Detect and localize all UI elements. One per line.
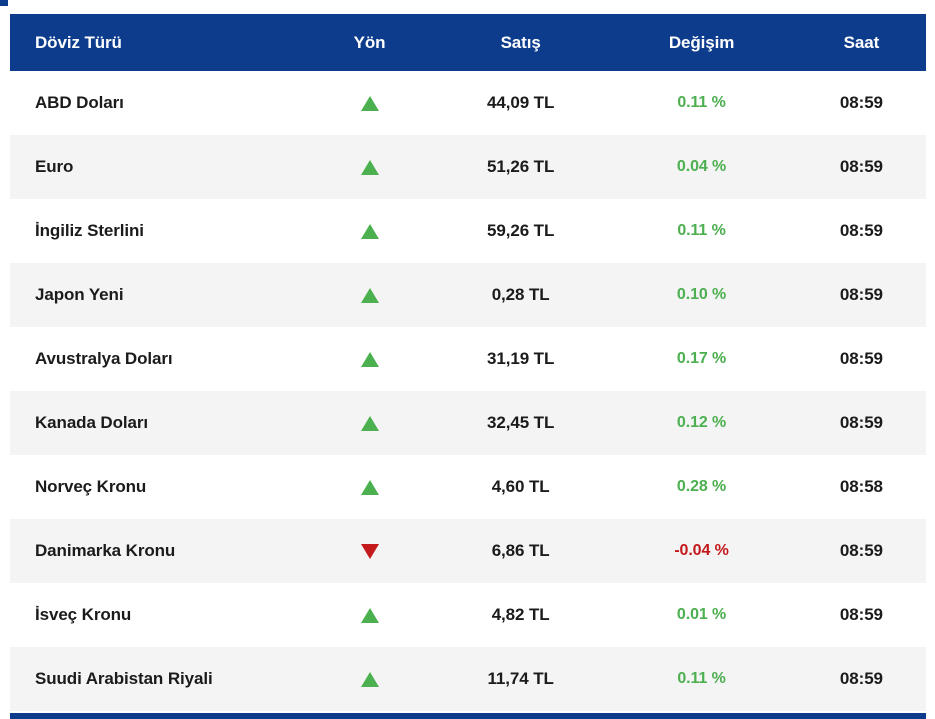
currency-name-cell: Euro [35, 157, 74, 176]
up-arrow-icon [360, 224, 379, 240]
direction-cell [294, 285, 445, 305]
table-row: İsveç Kronu 4,82 TL 0.01 % 08:59 [10, 583, 926, 647]
currency-rates-table: Döviz Türü Yön Satış Değişim Saat ABD Do… [10, 14, 926, 711]
currency-name-cell: Kanada Doları [35, 413, 149, 432]
direction-cell [294, 477, 445, 497]
direction-cell [294, 605, 445, 625]
table-header-row: Döviz Türü Yön Satış Değişim Saat [10, 14, 926, 71]
time-cell: 08:59 [839, 157, 883, 176]
time-cell: 08:59 [839, 669, 883, 688]
direction-cell [294, 669, 445, 689]
up-arrow-icon [360, 288, 379, 304]
time-cell: 08:59 [839, 349, 883, 368]
table-row: Norveç Kronu 4,60 TL 0.28 % 08:58 [10, 455, 926, 519]
up-arrow-icon [360, 480, 379, 496]
cropped-corner-accent [0, 0, 8, 6]
price-cell: 32,45 TL [487, 413, 555, 432]
price-cell: 51,26 TL [487, 157, 555, 176]
next-table-header-partial [10, 713, 926, 719]
currency-name-cell: Japon Yeni [35, 285, 124, 304]
change-cell: 0.11 % [677, 94, 726, 111]
down-arrow-icon [360, 544, 379, 560]
direction-cell [294, 93, 445, 113]
up-arrow-icon [360, 416, 379, 432]
time-cell: 08:59 [839, 413, 883, 432]
table-row: ABD Doları 44,09 TL 0.11 % 08:59 [10, 71, 926, 135]
price-cell: 44,09 TL [487, 93, 555, 112]
table-row: Suudi Arabistan Riyali 11,74 TL 0.11 % 0… [10, 647, 926, 711]
up-arrow-icon [360, 160, 379, 176]
direction-cell [294, 413, 445, 433]
up-arrow-icon [360, 672, 379, 688]
currency-name-cell: Norveç Kronu [35, 477, 147, 496]
currency-name-cell: Suudi Arabistan Riyali [35, 669, 213, 688]
column-header-time: Saat [843, 32, 880, 52]
change-cell: -0.04 % [674, 542, 729, 559]
change-cell: 0.04 % [676, 158, 727, 175]
price-cell: 11,74 TL [487, 669, 554, 688]
up-arrow-icon [360, 608, 379, 624]
change-cell: 0.01 % [676, 606, 727, 623]
price-cell: 4,60 TL [491, 477, 550, 496]
currency-name-cell: Avustralya Doları [35, 349, 173, 368]
direction-cell [294, 541, 445, 561]
table-row: Danimarka Kronu 6,86 TL -0.04 % 08:59 [10, 519, 926, 583]
table-row: Euro 51,26 TL 0.04 % 08:59 [10, 135, 926, 199]
direction-cell [294, 221, 445, 241]
price-cell: 4,82 TL [491, 605, 550, 624]
table-row: İngiliz Sterlini 59,26 TL 0.11 % 08:59 [10, 199, 926, 263]
time-cell: 08:59 [839, 93, 883, 112]
price-cell: 0,28 TL [491, 285, 550, 304]
time-cell: 08:59 [839, 541, 883, 560]
column-header-direction: Yön [353, 32, 386, 52]
change-cell: 0.12 % [676, 414, 727, 431]
currency-name-cell: İsveç Kronu [35, 605, 132, 624]
time-cell: 08:59 [839, 285, 883, 304]
time-cell: 08:59 [839, 605, 883, 624]
table-row: Japon Yeni 0,28 TL 0.10 % 08:59 [10, 263, 926, 327]
direction-cell [294, 349, 445, 369]
change-cell: 0.11 % [677, 222, 726, 239]
column-header-change: Değişim [668, 32, 735, 52]
currency-name-cell: Danimarka Kronu [35, 541, 176, 560]
column-header-price: Satış [500, 32, 541, 52]
table-row: Kanada Doları 32,45 TL 0.12 % 08:59 [10, 391, 926, 455]
change-cell: 0.11 % [677, 670, 726, 687]
price-cell: 31,19 TL [487, 349, 555, 368]
time-cell: 08:58 [839, 477, 883, 496]
up-arrow-icon [360, 96, 379, 112]
column-header-currency: Döviz Türü [35, 32, 122, 52]
price-cell: 6,86 TL [491, 541, 550, 560]
currency-name-cell: ABD Doları [35, 93, 124, 112]
change-cell: 0.10 % [676, 286, 727, 303]
price-cell: 59,26 TL [487, 221, 555, 240]
table-row: Avustralya Doları 31,19 TL 0.17 % 08:59 [10, 327, 926, 391]
up-arrow-icon [360, 352, 379, 368]
time-cell: 08:59 [839, 221, 883, 240]
change-cell: 0.28 % [676, 478, 727, 495]
currency-name-cell: İngiliz Sterlini [35, 221, 144, 240]
change-cell: 0.17 % [676, 350, 727, 367]
direction-cell [294, 157, 445, 177]
